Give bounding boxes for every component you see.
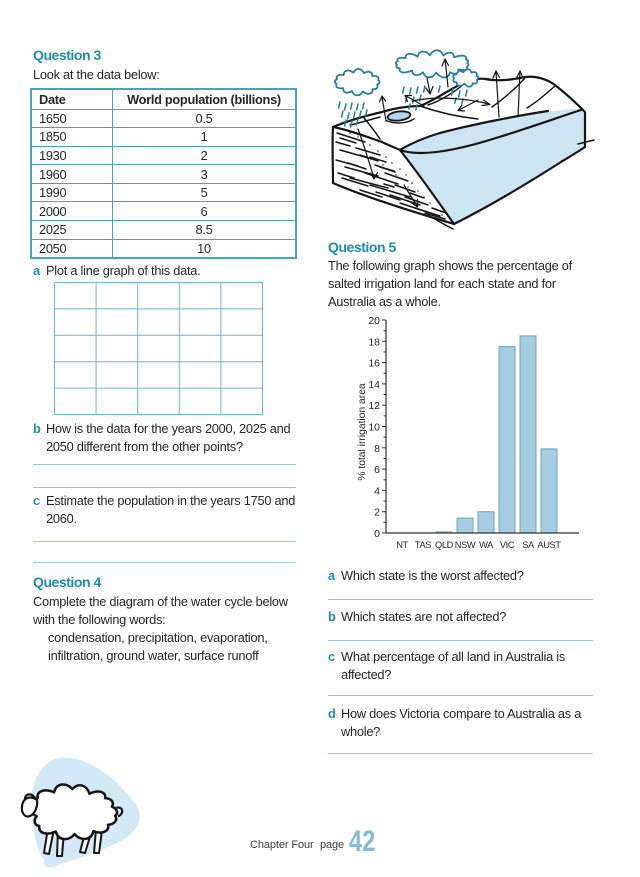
- svg-text:10: 10: [368, 422, 380, 434]
- svg-text:NSW: NSW: [455, 540, 476, 550]
- svg-text:20: 20: [368, 315, 380, 327]
- svg-text:8: 8: [374, 443, 380, 455]
- svg-text:12: 12: [368, 400, 380, 412]
- svg-text:6: 6: [374, 464, 380, 476]
- svg-text:WA: WA: [479, 540, 494, 550]
- svg-text:0: 0: [374, 528, 380, 540]
- svg-text:18: 18: [368, 336, 380, 348]
- svg-text:NT: NT: [396, 540, 408, 550]
- svg-text:QLD: QLD: [435, 540, 454, 550]
- svg-text:AUST: AUST: [537, 540, 561, 550]
- svg-text:2: 2: [374, 507, 380, 519]
- svg-text:14: 14: [368, 379, 380, 391]
- svg-text:16: 16: [368, 358, 380, 370]
- svg-text:VIC: VIC: [500, 540, 515, 550]
- svg-text:4: 4: [374, 485, 380, 497]
- svg-text:SA: SA: [522, 540, 535, 550]
- svg-text:TAS: TAS: [415, 540, 431, 550]
- svg-text:% total irrigation area: % total irrigation area: [357, 383, 368, 481]
